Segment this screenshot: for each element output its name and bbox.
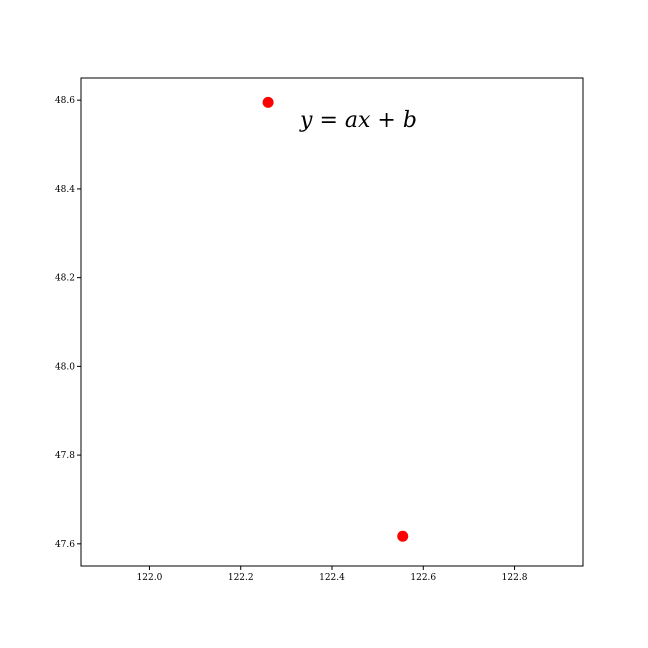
y-tick-label: 47.6 xyxy=(55,540,75,550)
data-points xyxy=(262,96,409,542)
x-tick-label: 122.4 xyxy=(319,573,345,583)
equation-annotation: y = ax + b xyxy=(299,108,417,133)
x-axis: 122.0 122.2 122.4 122.6 122.8 xyxy=(137,566,528,583)
y-axis: 47.6 47.8 48.0 48.2 48.4 48.6 xyxy=(55,96,81,550)
x-tick-label: 122.6 xyxy=(410,573,436,583)
y-tick-label: 48.0 xyxy=(55,362,75,372)
y-tick-label: 48.4 xyxy=(55,185,75,195)
x-tick-label: 122.2 xyxy=(228,573,254,583)
y-tick-label: 47.8 xyxy=(55,451,75,461)
plot-area xyxy=(80,77,584,567)
x-tick-label: 122.8 xyxy=(502,573,528,583)
y-tick-label: 48.2 xyxy=(55,274,75,284)
x-tick-label: 122.0 xyxy=(137,573,163,583)
data-point xyxy=(397,530,409,542)
y-tick-label: 48.6 xyxy=(55,96,75,106)
data-point xyxy=(262,96,274,108)
